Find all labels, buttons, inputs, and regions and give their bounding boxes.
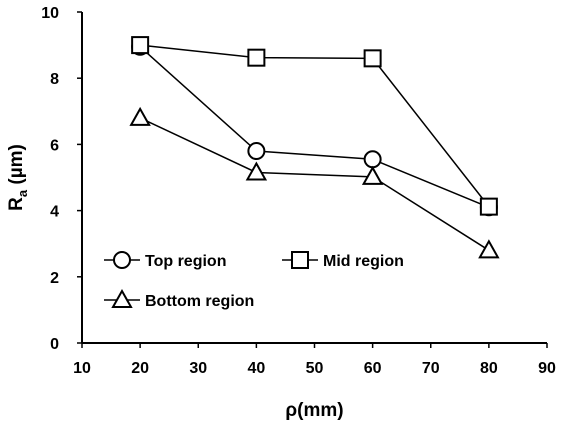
series-line-mid-region xyxy=(140,44,490,208)
x-axis-title: ρ(mm) xyxy=(285,400,343,421)
legend-marker-circle xyxy=(113,251,131,269)
x-tick-label: 90 xyxy=(538,360,556,377)
legend: Top region Mid region Bottom region xyxy=(104,251,404,310)
data-point-mid-region xyxy=(479,197,498,216)
x-tick-label: 30 xyxy=(189,360,207,377)
data-point-top-region xyxy=(247,142,266,161)
legend-label: Mid region xyxy=(323,253,404,270)
y-axis-subscript: a xyxy=(15,189,30,197)
y-tick-label: 4 xyxy=(50,204,59,221)
y-tick-label: 8 xyxy=(50,71,59,88)
x-tick-label: 40 xyxy=(247,360,265,377)
data-point-bottom-region xyxy=(129,106,151,126)
y-axis-symbol: R xyxy=(6,197,27,211)
series-line-top-region xyxy=(139,46,490,208)
x-tick-label: 60 xyxy=(364,360,382,377)
y-tick-label: 10 xyxy=(41,5,59,22)
y-tick-label: 6 xyxy=(50,137,59,154)
data-point-bottom-region xyxy=(245,161,268,181)
y-axis-ticks: 0 2 4 6 8 10 xyxy=(41,5,82,353)
y-tick-label: 0 xyxy=(50,336,59,353)
x-tick-label: 50 xyxy=(306,360,324,377)
data-point-bottom-region xyxy=(361,165,384,185)
data-point-mid-region xyxy=(247,48,266,67)
x-tick-label: 20 xyxy=(131,360,149,377)
data-point-bottom-region xyxy=(478,239,500,259)
legend-marker-triangle xyxy=(111,288,133,308)
y-axis-unit: (µm) xyxy=(6,144,27,190)
legend-item-mid-region: Mid region xyxy=(282,251,404,270)
legend-label: Top region xyxy=(145,253,226,270)
x-tick-label: 80 xyxy=(480,360,498,377)
data-point-top-region xyxy=(363,150,382,169)
series-line-bottom-region xyxy=(139,117,490,251)
series-lines xyxy=(139,44,490,251)
x-axis-symbol: ρ xyxy=(285,400,297,421)
x-axis-ticks: 10 20 30 40 50 60 70 80 90 xyxy=(73,343,556,377)
legend-item-top-region: Top region xyxy=(104,251,226,270)
x-tick-label: 70 xyxy=(422,360,440,377)
data-point-mid-region xyxy=(363,49,382,68)
legend-label: Bottom region xyxy=(145,293,254,310)
series-markers xyxy=(129,36,500,259)
x-axis-unit: (mm) xyxy=(297,400,343,421)
y-axis-title: Ra (µm) xyxy=(6,144,30,211)
data-point-mid-region xyxy=(131,36,150,55)
x-tick-label: 10 xyxy=(73,360,91,377)
legend-item-bottom-region: Bottom region xyxy=(104,288,254,310)
legend-marker-square xyxy=(291,251,309,269)
y-tick-label: 2 xyxy=(50,270,59,287)
